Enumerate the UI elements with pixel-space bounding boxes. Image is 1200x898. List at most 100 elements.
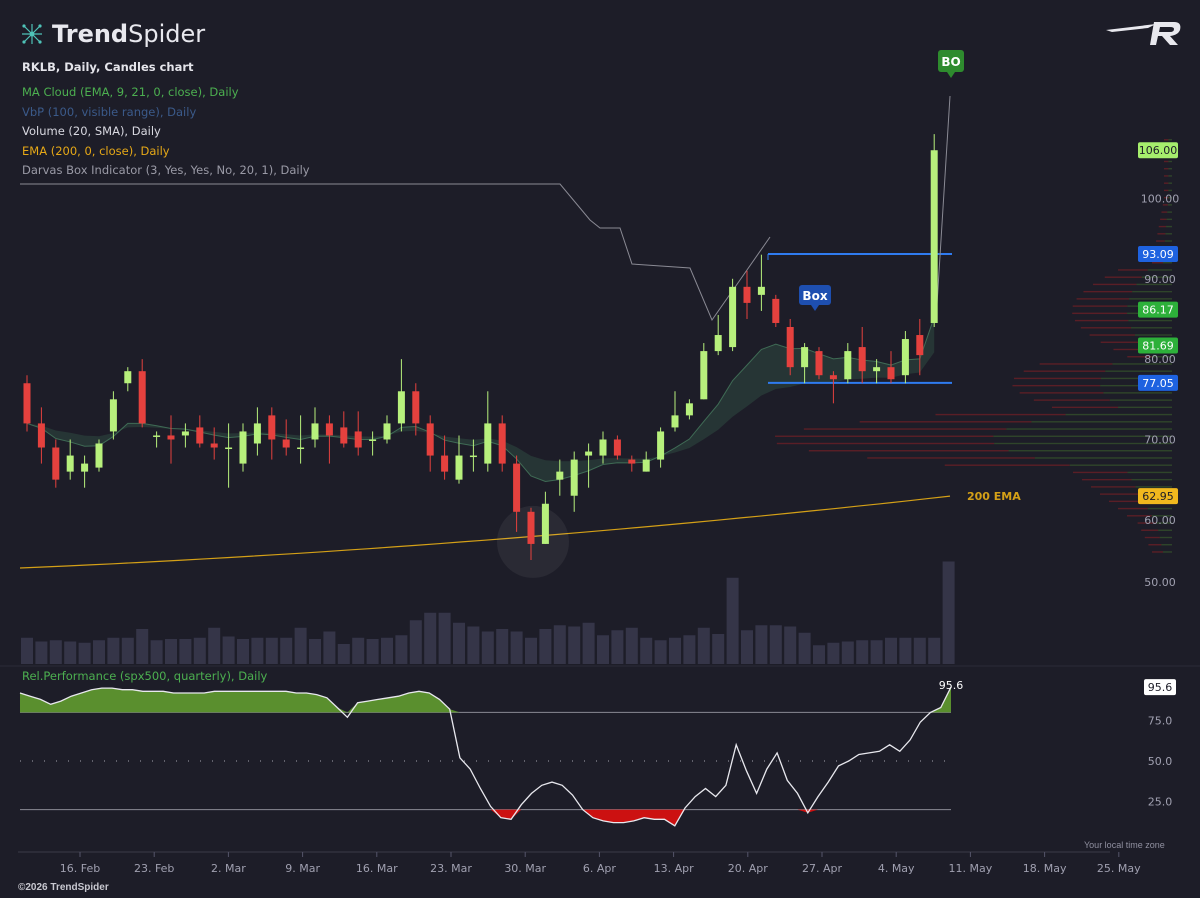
relative-performance-layer: 25.0 50.0 75.0 95.6 95.6 <box>19 679 1176 827</box>
candle-body <box>167 435 175 440</box>
vbp-bar-sell <box>1148 544 1162 546</box>
x-tick-label: 6. Apr <box>583 862 616 875</box>
price-tag-last-text: 106.00 <box>1139 144 1178 157</box>
vbp-bar-sell <box>775 435 994 437</box>
candle <box>484 391 492 472</box>
breakout-marker-bg <box>938 50 964 72</box>
vbp-bar-buy <box>1168 189 1172 192</box>
vbp-bar-sell <box>808 450 1009 452</box>
volume-bar <box>121 637 134 664</box>
candles-layer[interactable] <box>23 134 938 560</box>
vbp-bar-sell <box>1152 551 1163 553</box>
candle-body <box>484 423 492 464</box>
candle-body <box>441 455 449 472</box>
vbp-bar-buy <box>1034 457 1172 459</box>
volume-bar <box>741 630 753 664</box>
candle <box>887 351 895 384</box>
y-tick-label: 60.00 <box>1144 514 1176 527</box>
rp-overbought-fill <box>20 687 951 713</box>
box-marker-bg <box>799 285 831 305</box>
vbp-bar-sell <box>1109 500 1144 503</box>
candle-body <box>757 286 765 295</box>
candle <box>52 439 60 488</box>
vbp-bar-buy <box>1158 529 1172 531</box>
candle-body <box>829 375 837 380</box>
volume-bar <box>582 622 595 664</box>
price-tag-box-bottom-bg <box>1138 374 1178 391</box>
vbp-bar-sell <box>1137 522 1157 524</box>
candle <box>556 459 564 496</box>
vbp-bar-buy <box>1163 262 1172 264</box>
candle <box>570 451 578 512</box>
candle-body <box>729 286 737 348</box>
volume-bar <box>827 642 840 664</box>
y-tick-label: 90.00 <box>1144 273 1176 286</box>
candle-body <box>397 391 405 424</box>
vbp-bar-sell <box>1152 262 1163 264</box>
rp-y-tick-label: 25.0 <box>1148 796 1173 809</box>
indicator-darvas[interactable]: Darvas Box Indicator (3, Yes, Yes, No, 2… <box>22 163 310 177</box>
candle <box>527 507 535 560</box>
vbp-bar-sell <box>1127 356 1152 358</box>
volume-bar <box>150 640 163 664</box>
x-tick-label: 16. Feb <box>60 862 100 875</box>
x-tick-label: 11. May <box>949 862 993 875</box>
vbp-bar-buy <box>1147 269 1172 271</box>
candle-body <box>412 391 420 424</box>
candle-body <box>786 327 794 368</box>
x-tick-label: 13. Apr <box>654 862 694 875</box>
volume-bar <box>870 640 883 664</box>
x-tick-label: 30. Mar <box>504 862 546 875</box>
candle <box>196 415 204 448</box>
vbp-bar-buy <box>1128 319 1172 322</box>
x-tick-label: 27. Apr <box>802 862 842 875</box>
candle <box>628 455 636 472</box>
price-tag-ema200-text: 62.95 <box>1142 490 1174 503</box>
indicator-ema[interactable]: EMA (200, 0, close), Daily <box>22 144 170 158</box>
vbp-bar-sell <box>803 428 1007 430</box>
vbp-bar-sell <box>1019 392 1104 394</box>
candle <box>714 314 722 356</box>
x-tick-label: 23. Mar <box>430 862 472 875</box>
volume-bar <box>553 625 566 664</box>
candle <box>916 318 924 376</box>
candle-body <box>671 415 679 428</box>
candle <box>354 411 362 456</box>
volume-bar <box>35 641 48 664</box>
volume-bar <box>323 631 336 664</box>
vbp-bar-buy <box>1136 283 1172 286</box>
vbp-bar-buy <box>1006 428 1172 430</box>
candle <box>239 423 247 472</box>
candle <box>109 391 117 440</box>
volume-bar <box>395 635 408 664</box>
price-tag-ema9: 86.17 <box>1138 301 1178 318</box>
candle <box>397 359 405 432</box>
candle-body <box>916 335 924 356</box>
candle <box>23 375 31 432</box>
candle <box>37 407 45 464</box>
vbp-bar-buy <box>1151 515 1172 517</box>
vbp-bar-buy <box>1065 413 1172 416</box>
candle-body <box>700 351 708 400</box>
candle-body <box>268 415 276 440</box>
volume-bar <box>424 612 437 664</box>
vbp-bar-buy <box>1100 384 1172 387</box>
candle <box>138 359 146 428</box>
vbp-bar-sell <box>1161 211 1168 213</box>
indicator-volume[interactable]: Volume (20, SMA), Daily <box>22 124 161 138</box>
candle-body <box>311 423 319 440</box>
volume-bar <box>352 637 365 664</box>
indicator-ma-cloud[interactable]: MA Cloud (EMA, 9, 21, 0, close), Daily <box>22 85 239 99</box>
vbp-bar-buy <box>1109 399 1172 401</box>
volume-bar <box>309 639 321 664</box>
rel-performance-title[interactable]: Rel.Performance (spx500, quarterly), Dai… <box>22 669 268 683</box>
volume-bar <box>366 639 379 664</box>
vbp-bar-sell <box>1073 471 1128 474</box>
candle <box>700 343 708 400</box>
indicator-vbp[interactable]: VbP (100, visible range), Daily <box>22 105 197 119</box>
vbp-bar-sell <box>944 464 1070 466</box>
candle <box>815 347 823 380</box>
vbp-bar-buy <box>1135 486 1172 488</box>
candle <box>412 383 420 436</box>
